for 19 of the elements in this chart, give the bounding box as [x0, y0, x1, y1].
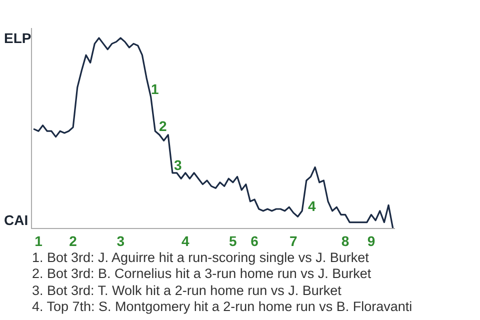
- annotation: 3: [174, 157, 182, 173]
- x-tick-label: 9: [367, 232, 376, 249]
- text: CAI: [4, 212, 28, 228]
- text: 3. Bot 3rd: T. Wolk hit a 2-run home run vs J. Burket: [32, 283, 342, 298]
- text: 4. Top 7th: S. Montgomery hit a 2-run home run vs B. Floravanti: [32, 299, 412, 314]
- text: 2. Bot 3rd: B. Cornelius hit a 3-run home run vs J. Burket: [32, 266, 372, 281]
- x-tick-label: 7: [290, 232, 298, 249]
- x-tick-label: 5: [229, 232, 238, 249]
- text: 1. Bot 3rd: J. Aguirre hit a run-scoring single vs J. Burket: [32, 250, 370, 265]
- annotation: ELP: [4, 30, 32, 46]
- annotation: 1: [151, 81, 159, 97]
- x-tick-label: 1: [34, 232, 43, 249]
- x-tick-label: 8: [341, 232, 350, 249]
- annotation: 2: [159, 118, 167, 134]
- x-tick-label: 2: [69, 232, 78, 249]
- x-tick-label: 3: [116, 232, 125, 249]
- annotation: 4: [308, 198, 316, 214]
- x-tick-label: 4: [182, 232, 190, 249]
- x-tick-label: 6: [250, 232, 259, 249]
